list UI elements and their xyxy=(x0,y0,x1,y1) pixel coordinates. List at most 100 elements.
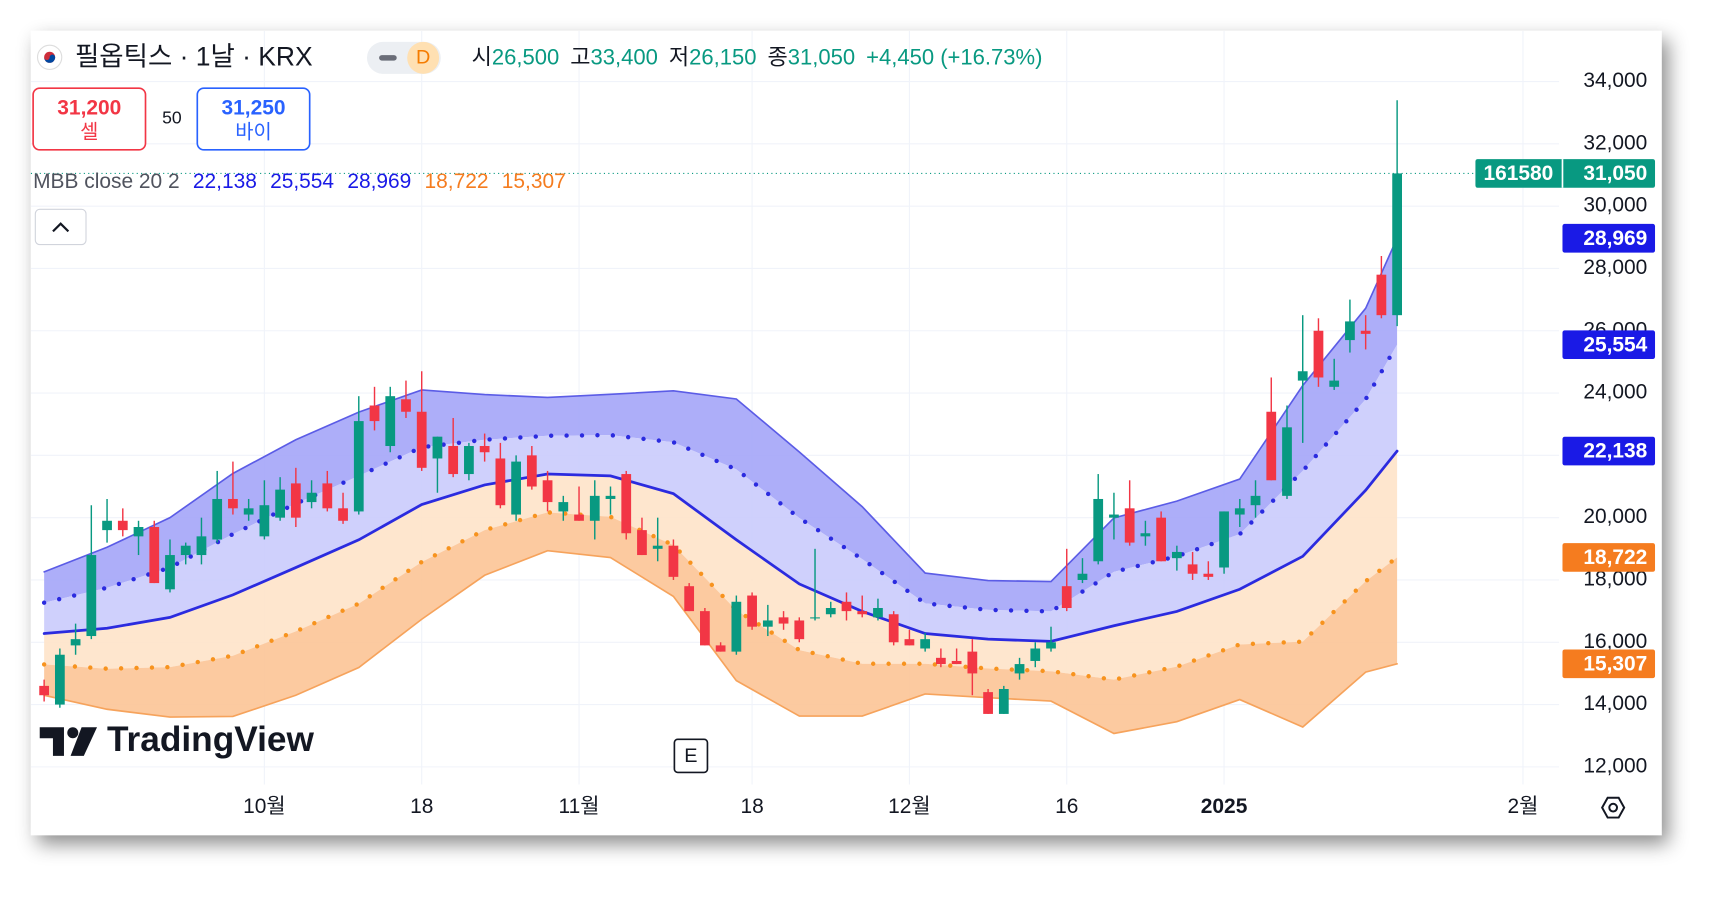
candle-body xyxy=(731,601,742,652)
candle-body xyxy=(1266,411,1277,481)
y-tick-label: 28,000 xyxy=(1583,256,1647,279)
y-tick-label: 20,000 xyxy=(1583,505,1647,528)
ohlc-label: 고 xyxy=(570,44,590,69)
price-badge-label: 31,050 xyxy=(1583,162,1647,185)
candle-body xyxy=(574,514,584,521)
candle-body xyxy=(1030,648,1041,661)
candle-body xyxy=(86,555,97,637)
candle-body xyxy=(212,498,223,540)
candle-body xyxy=(920,639,931,649)
candle-body xyxy=(369,405,380,422)
candle-body xyxy=(243,508,254,515)
y-tick-label: 16,000 xyxy=(1583,630,1647,653)
candle-body xyxy=(794,620,805,640)
indicator-badge xyxy=(1562,649,1656,679)
indicator-badge xyxy=(1562,543,1656,572)
indicator-badge-label: 15,307 xyxy=(1583,652,1647,675)
candle-body xyxy=(983,692,993,714)
ohlc-value: 31,050 xyxy=(788,44,855,69)
candle-body xyxy=(1282,427,1292,496)
sell-label: 셀 xyxy=(80,122,98,144)
candle-body xyxy=(841,601,852,612)
candle-body xyxy=(416,411,427,468)
candle-body xyxy=(133,527,144,537)
candle-body xyxy=(1313,330,1324,378)
ohlc-label: 저 xyxy=(669,44,689,69)
candle-body xyxy=(668,545,679,577)
sell-button[interactable] xyxy=(32,87,147,151)
candle-body xyxy=(825,608,836,615)
candle-body xyxy=(338,508,348,521)
candle-body xyxy=(275,489,285,518)
watermark: TradingView xyxy=(107,720,315,759)
candle-body xyxy=(967,651,978,674)
candle-body xyxy=(448,446,459,475)
band-fill xyxy=(44,344,1398,642)
y-tick-label: 30,000 xyxy=(1583,194,1647,217)
candle-body xyxy=(888,614,899,643)
candle-body xyxy=(385,396,396,447)
x-tick-label: 11월 xyxy=(559,795,600,818)
indicator-badge-label: 18,722 xyxy=(1583,546,1647,569)
candle-body xyxy=(1345,321,1355,341)
indicator-badge-label: 28,969 xyxy=(1583,227,1647,250)
candle-body xyxy=(1077,573,1088,580)
candle-body xyxy=(936,657,946,665)
candle-body xyxy=(1124,508,1135,543)
collapse-button[interactable] xyxy=(34,208,87,246)
sell-price: 31,200 xyxy=(57,97,121,120)
candle-body xyxy=(1156,517,1167,562)
candle-body xyxy=(998,688,1009,714)
indicator-value: 22,138 xyxy=(193,169,257,192)
candle-body xyxy=(102,520,112,531)
candle-body xyxy=(70,639,81,646)
candle-body xyxy=(401,399,411,412)
candle-body xyxy=(464,446,474,475)
candle-body xyxy=(353,421,364,512)
candle-body xyxy=(1061,586,1072,609)
event-label: E xyxy=(684,745,697,767)
countdown-label: 161580 xyxy=(1483,162,1553,185)
candle-body xyxy=(39,685,50,696)
settings-icon[interactable] xyxy=(1601,796,1626,819)
x-tick-label: 10월 xyxy=(243,795,286,818)
candle-body xyxy=(637,530,647,556)
interval-label: D xyxy=(416,47,430,69)
candle-body xyxy=(1250,495,1261,506)
buy-label: 바이 xyxy=(235,122,271,144)
indicator-badge xyxy=(1562,436,1656,466)
candle-body xyxy=(700,611,710,646)
candle-body xyxy=(1376,274,1387,316)
candle-body xyxy=(715,645,726,652)
candle-body xyxy=(605,495,616,499)
ohlc-value: 26,150 xyxy=(689,44,756,69)
price-badge xyxy=(1475,159,1656,188)
candle-body xyxy=(1187,564,1198,574)
candle-body xyxy=(165,555,175,590)
x-tick-label: 16 xyxy=(1055,795,1078,818)
indicator-badge-label: 25,554 xyxy=(1583,333,1647,356)
candle-body xyxy=(1219,511,1229,568)
y-tick-label: 14,000 xyxy=(1583,692,1647,715)
buy-button[interactable] xyxy=(196,87,311,151)
candle-body xyxy=(495,458,506,506)
event-marker[interactable] xyxy=(673,738,709,774)
spread: 50 xyxy=(162,108,182,128)
candle-body xyxy=(322,483,333,509)
candle-body xyxy=(180,545,191,556)
candle-body xyxy=(432,436,443,459)
candle-body xyxy=(652,545,663,549)
candle-body xyxy=(1360,330,1371,334)
candle-body xyxy=(306,492,317,503)
candle-body xyxy=(904,639,915,646)
y-tick-label: 12,000 xyxy=(1583,754,1647,777)
ohlc-label: 시 xyxy=(472,44,492,69)
indicator-badge xyxy=(1562,330,1656,359)
candle-body xyxy=(479,446,490,453)
candle-body xyxy=(778,617,789,624)
band-fill xyxy=(44,451,1398,680)
indicator-value: 28,969 xyxy=(347,169,411,192)
indicator-value: 18,722 xyxy=(425,169,489,192)
indicator-badge-label: 22,138 xyxy=(1583,440,1647,463)
